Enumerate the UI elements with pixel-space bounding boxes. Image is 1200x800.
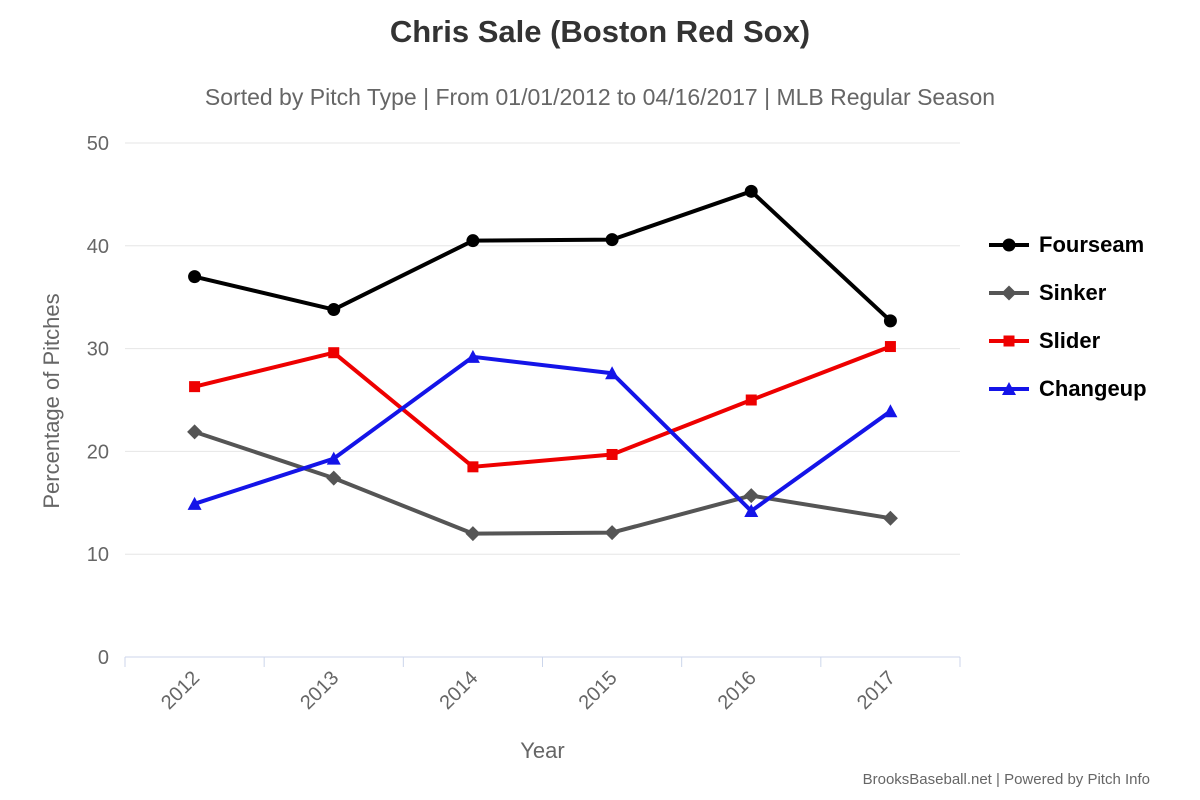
data-point-slider-2012[interactable] [189,381,201,393]
legend-square-marker-icon [989,335,1029,347]
legend-marker-square [1003,335,1015,347]
y-tick-label: 10 [87,544,109,566]
y-tick-label: 50 [87,133,109,155]
legend-circle-marker-icon [989,238,1029,252]
series-line-changeup [192,354,893,514]
data-point-sinker-2017[interactable] [882,510,898,526]
data-point-sinker-2014[interactable] [465,526,481,542]
data-point-slider-2017[interactable] [884,341,896,353]
data-point-fourseam-2017[interactable] [883,314,897,328]
data-point-fourseam-2013[interactable] [327,303,341,317]
legend-label: Changeup [1039,376,1147,401]
data-point-changeup-2016[interactable] [744,504,759,518]
x-tick-label: 2015 [575,667,622,714]
data-point-changeup-2013[interactable] [326,451,341,465]
credits-link[interactable]: BrooksBaseball.net | Powered by Pitch In… [862,771,1150,788]
legend-diamond-marker-icon [989,285,1029,301]
series-line-sinker [192,429,893,536]
legend-item-changeup[interactable]: Changeup [988,374,1147,404]
legend-item-slider[interactable]: Slider [988,326,1147,356]
y-tick-label: 30 [87,339,109,361]
y-tick-label: 20 [87,441,109,463]
x-tick-label: 2012 [157,667,204,714]
data-point-fourseam-2012[interactable] [188,270,202,284]
legend-marker-circle [1002,238,1016,252]
data-point-fourseam-2014[interactable] [466,234,480,248]
legend-marker-triangle [1002,382,1016,395]
x-tick-label: 2014 [435,667,482,714]
x-tick-label: 2016 [714,667,761,714]
data-point-fourseam-2015[interactable] [605,233,619,247]
x-tick-label: 2017 [853,667,900,714]
data-point-slider-2013[interactable] [328,347,340,359]
legend: Fourseam Sinker Slider Changeup [988,230,1147,404]
legend-item-fourseam[interactable]: Fourseam [988,230,1147,260]
legend-triangle-marker-icon [989,382,1029,395]
data-point-sinker-2016[interactable] [743,488,759,504]
chart-subtitle: Sorted by Pitch Type | From 01/01/2012 t… [204,84,996,110]
y-tick-label: 0 [98,647,109,669]
x-tick-label: 2013 [296,667,343,714]
series-line-slider [192,344,893,469]
series-line-fourseam [192,189,893,323]
data-point-sinker-2015[interactable] [604,525,620,541]
legend-label: Slider [1039,328,1101,353]
y-tick-label: 40 [87,236,109,258]
data-point-slider-2014[interactable] [467,461,479,473]
data-point-slider-2015[interactable] [606,448,618,460]
data-point-fourseam-2016[interactable] [744,184,758,198]
data-point-changeup-2015[interactable] [605,366,620,380]
legend-label: Fourseam [1039,232,1145,257]
data-point-changeup-2014[interactable] [465,349,480,363]
x-axis-title: Year [520,738,565,763]
data-point-changeup-2012[interactable] [187,496,202,510]
legend-marker-diamond [1001,285,1017,301]
data-point-changeup-2017[interactable] [883,404,898,418]
data-point-sinker-2012[interactable] [187,424,203,440]
legend-item-sinker[interactable]: Sinker [988,278,1147,308]
legend-label: Sinker [1039,280,1107,305]
data-point-slider-2016[interactable] [745,394,757,406]
chart-title: Chris Sale (Boston Red Sox) [389,14,811,49]
data-point-sinker-2013[interactable] [326,470,342,486]
